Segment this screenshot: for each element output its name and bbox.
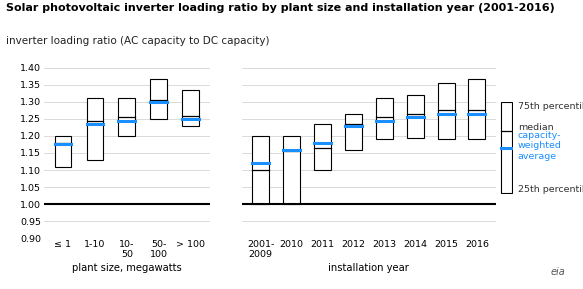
X-axis label: installation year: installation year: [328, 263, 409, 273]
Text: Solar photovoltaic inverter loading ratio by plant size and installation year (2: Solar photovoltaic inverter loading rati…: [6, 3, 554, 13]
Bar: [314, 124, 331, 170]
X-axis label: plant size, megawatts: plant size, megawatts: [72, 263, 182, 273]
Text: 25th percentile: 25th percentile: [518, 185, 583, 194]
Bar: [345, 114, 362, 150]
Bar: [406, 95, 424, 138]
Bar: [150, 79, 167, 119]
Bar: [252, 136, 269, 204]
Text: capacity-
weighted
average: capacity- weighted average: [518, 131, 561, 161]
Bar: [283, 136, 300, 204]
Bar: [438, 83, 455, 139]
Text: eia: eia: [551, 267, 566, 277]
Bar: [118, 98, 135, 136]
Bar: [469, 79, 486, 139]
Bar: [375, 98, 393, 139]
Text: inverter loading ratio (AC capacity to DC capacity): inverter loading ratio (AC capacity to D…: [6, 36, 269, 46]
Text: 75th percentile: 75th percentile: [518, 101, 583, 111]
Bar: [86, 98, 103, 160]
Bar: [182, 90, 199, 126]
Text: median: median: [518, 123, 553, 132]
Bar: [55, 136, 71, 167]
